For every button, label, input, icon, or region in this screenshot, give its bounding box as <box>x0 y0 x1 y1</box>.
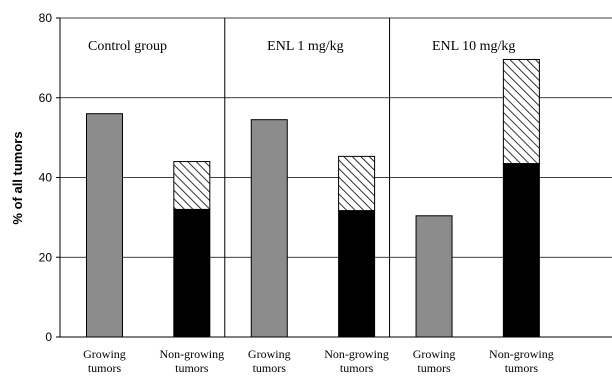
y-tick-label: 0 <box>45 330 52 344</box>
group-label: ENL 10 mg/kg <box>432 39 515 54</box>
x-category-label: tumors <box>417 361 451 375</box>
y-tick-label: 40 <box>39 171 53 185</box>
x-category-label: Non-growing <box>159 347 224 361</box>
x-category-label: Non-growing <box>489 347 554 361</box>
group-label: ENL 1 mg/kg <box>267 39 343 54</box>
bar-segment <box>85 113 123 338</box>
bar-segment <box>250 119 288 338</box>
bar-segment <box>338 210 376 338</box>
y-tick-label: 80 <box>39 11 53 25</box>
x-category-label: tumors <box>505 361 539 375</box>
bar-segment <box>173 161 211 210</box>
y-tick-label: 60 <box>39 91 53 105</box>
bars <box>85 58 540 338</box>
bar-segment <box>173 208 211 338</box>
y-axis-label: % of all tumors <box>10 131 25 224</box>
y-tick-label: 20 <box>39 250 53 264</box>
x-category-label: Growing <box>83 347 126 361</box>
x-category-label: tumors <box>88 361 122 375</box>
x-category-label: Growing <box>248 347 291 361</box>
bar-segment <box>415 215 453 338</box>
x-category-label: Growing <box>413 347 456 361</box>
x-category-label: tumors <box>253 361 287 375</box>
bar-segment <box>338 155 376 212</box>
x-category-label: Non-growing <box>324 347 389 361</box>
x-category-label: tumors <box>340 361 374 375</box>
bar-segment <box>502 163 540 338</box>
x-category-label: tumors <box>175 361 209 375</box>
bar-segment <box>502 58 540 165</box>
group-label: Control group <box>88 39 167 54</box>
